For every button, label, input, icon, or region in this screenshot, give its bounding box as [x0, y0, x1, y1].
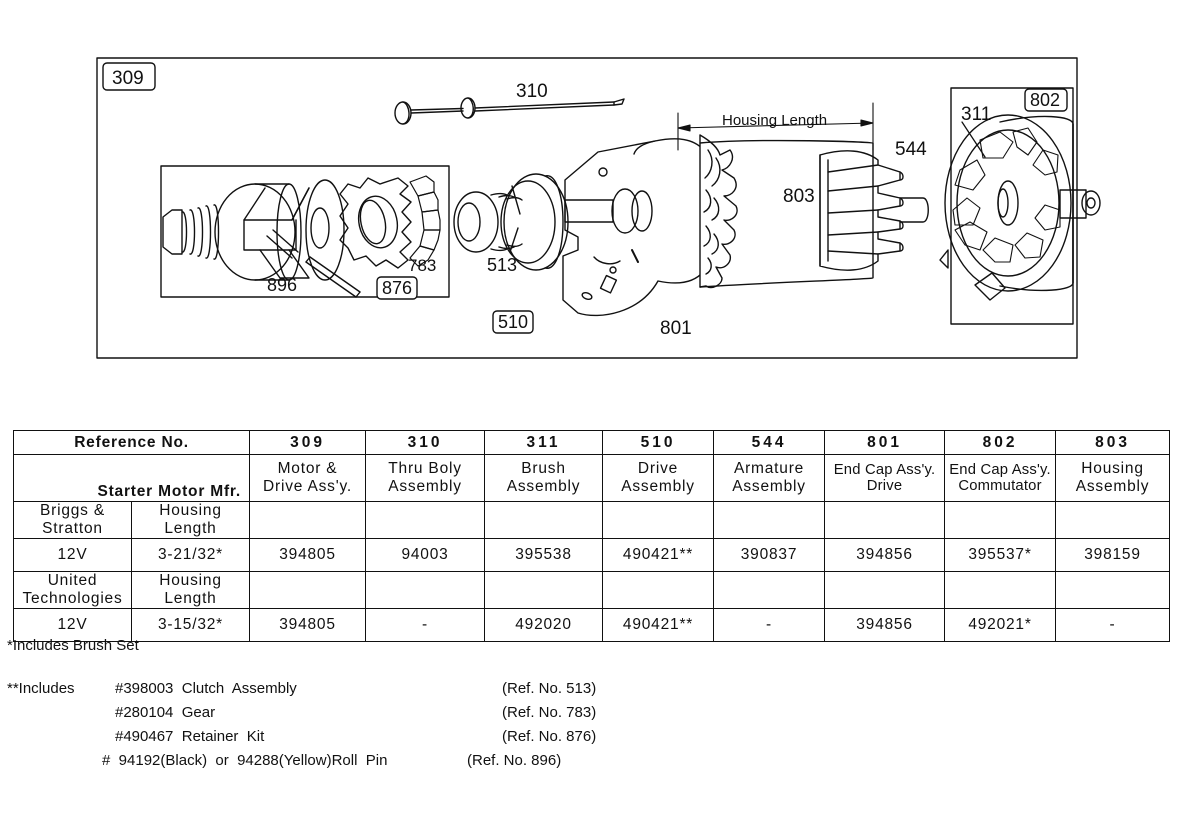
- svg-text:Housing Length: Housing Length: [722, 112, 827, 129]
- svg-text:802: 802: [1030, 90, 1060, 110]
- svg-text:510: 510: [498, 312, 528, 332]
- svg-text:513: 513: [487, 255, 517, 275]
- svg-text:783: 783: [408, 256, 436, 275]
- svg-text:876: 876: [382, 278, 412, 298]
- svg-text:311: 311: [961, 104, 991, 125]
- svg-text:896: 896: [267, 275, 297, 295]
- svg-text:801: 801: [660, 318, 692, 339]
- svg-text:309: 309: [112, 68, 144, 89]
- svg-text:310: 310: [516, 81, 548, 102]
- svg-text:544: 544: [895, 139, 927, 160]
- svg-text:803: 803: [783, 186, 815, 207]
